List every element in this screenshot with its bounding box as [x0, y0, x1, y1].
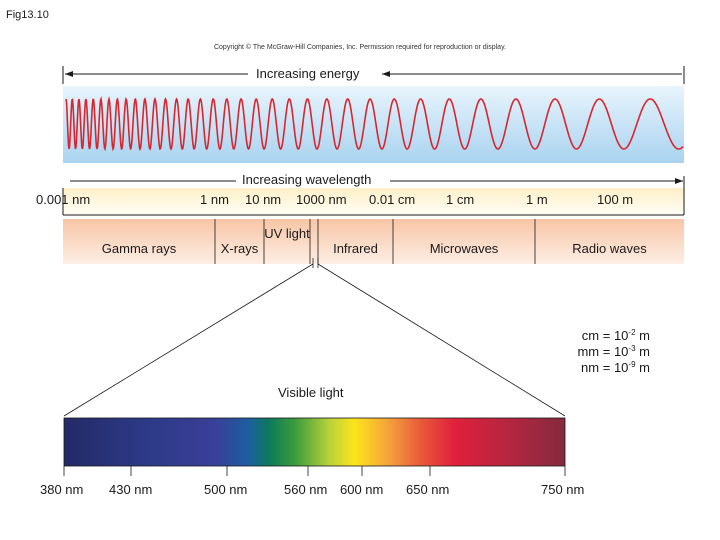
visible-tick-label: 430 nm [109, 482, 153, 497]
scale-label: 0.001 nm [36, 192, 91, 207]
region-uv-light: UV light [264, 226, 310, 241]
region-infrared: Infrared [333, 241, 378, 256]
scale-label: 10 nm [245, 192, 282, 207]
visible-tick-label: 560 nm [284, 482, 328, 497]
unit-note-nm: nm = 10-9 m [581, 360, 650, 375]
figure-label: Fig13.10 [6, 9, 49, 21]
region-band [63, 219, 684, 264]
visible-spectrum-bar [63, 417, 566, 467]
copyright-notice: Copyright © The McGraw-Hill Companies, I… [213, 44, 506, 51]
scale-label: 0.01 cm [369, 192, 416, 207]
wavelength-label: Increasing wavelength [242, 172, 372, 187]
scale-label: 1000 nm [296, 192, 347, 207]
unit-note-cm: cm = 10-2 m [581, 328, 650, 343]
scale-label: 1 cm [446, 192, 475, 207]
scale-label: 100 m [597, 192, 634, 207]
scale-label: 1 nm [200, 192, 229, 207]
visible-tick-label: 650 nm [406, 482, 450, 497]
unit-note-mm: mm = 10-3 m [577, 344, 650, 359]
electromagnetic-wave [65, 95, 684, 152]
energy-wave-band [63, 86, 684, 163]
region-gamma-rays: Gamma rays [101, 241, 177, 256]
visible-light-title: Visible light [278, 385, 344, 400]
region-radio-waves: Radio waves [572, 241, 647, 256]
region-microwaves: Microwaves [429, 241, 499, 256]
region-x-rays: X-rays [220, 241, 259, 256]
visible-tick-label: 380 nm [40, 482, 84, 497]
visible-tick-label: 500 nm [204, 482, 248, 497]
energy-label: Increasing energy [256, 66, 360, 81]
wavelength-scale-band [63, 188, 684, 215]
visible-tick-label: 600 nm [340, 482, 384, 497]
visible-tick-label: 750 nm [541, 482, 585, 497]
scale-label: 1 m [526, 192, 548, 207]
